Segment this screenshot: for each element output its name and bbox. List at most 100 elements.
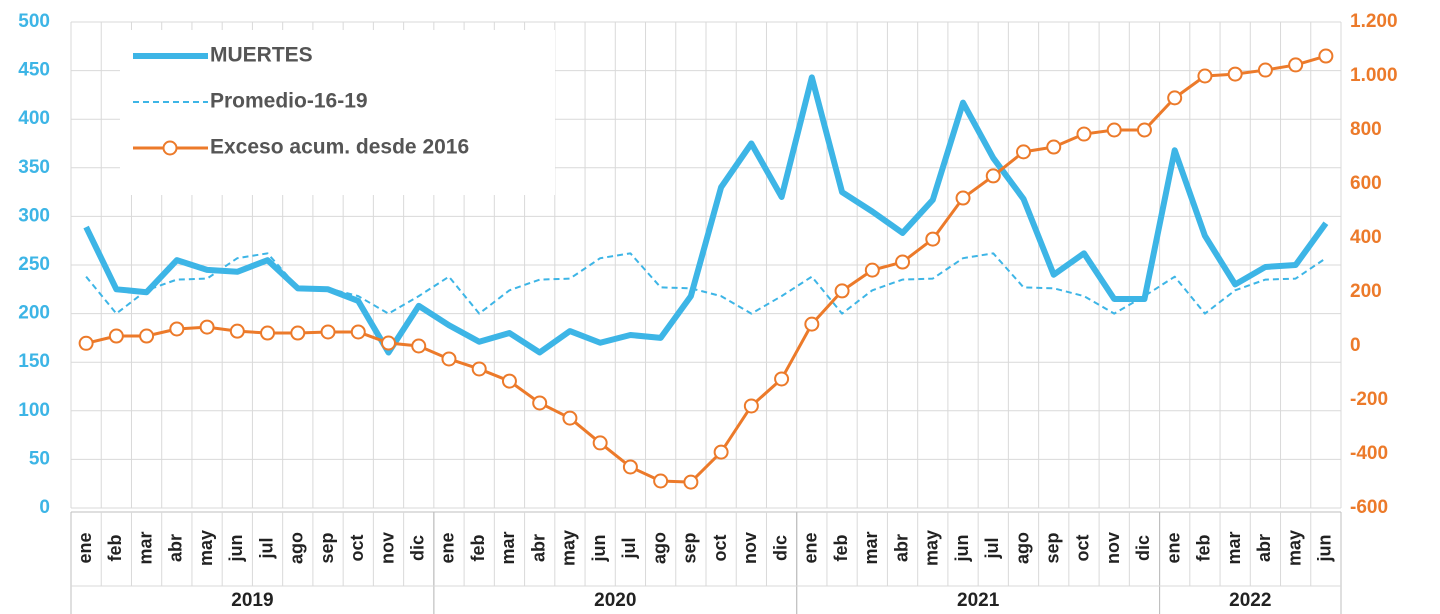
x-tick-label: mar <box>498 531 518 564</box>
data-point <box>622 459 638 475</box>
series-line <box>85 252 1327 315</box>
x-tick-label: feb <box>831 534 851 561</box>
data-point <box>78 335 94 351</box>
data-point <box>199 319 215 335</box>
data-point <box>229 323 245 339</box>
year-label: 2019 <box>231 590 273 611</box>
x-tick-label: jul <box>256 538 276 560</box>
x-tick-label: jun <box>226 535 246 563</box>
data-point <box>139 328 155 344</box>
data-point <box>532 395 548 411</box>
x-tick-label: mar <box>1224 531 1244 564</box>
y2-tick-label: 800 <box>1350 119 1382 140</box>
data-point <box>1046 139 1062 155</box>
x-tick-label: ene <box>75 532 95 563</box>
data-point <box>683 474 699 490</box>
y-tick-label: 400 <box>18 108 50 129</box>
y-tick-label: 100 <box>18 400 50 421</box>
x-tick-label: abr <box>166 534 186 562</box>
x-tick-label: jun <box>952 535 972 563</box>
data-point <box>1167 90 1183 106</box>
data-point <box>834 283 850 299</box>
y-tick-label: 450 <box>18 60 50 81</box>
y2-tick-label: 600 <box>1350 173 1382 194</box>
x-tick-label: jul <box>982 538 1002 560</box>
series-line <box>83 74 1329 356</box>
y-tick-label: 150 <box>18 351 50 372</box>
x-tick-label: feb <box>105 534 125 561</box>
y2-tick-label: -400 <box>1350 443 1388 464</box>
y2-tick-label: 1.200 <box>1350 11 1398 32</box>
legend-label: Exceso acum. desde 2016 <box>210 136 469 159</box>
year-label: 2020 <box>594 590 636 611</box>
x-tick-label: dic <box>770 535 790 561</box>
legend-label: Promedio-16-19 <box>210 90 368 113</box>
x-tick-label: ago <box>1012 532 1032 564</box>
x-tick-label: ene <box>1163 532 1183 563</box>
data-point <box>1076 126 1092 142</box>
x-tick-label: mar <box>861 531 881 564</box>
x-tick-label: may <box>922 530 942 566</box>
x-tick-label: ago <box>649 532 669 564</box>
x-tick-label: oct <box>1073 534 1093 561</box>
y-tick-label: 350 <box>18 157 50 178</box>
y-tick-label: 50 <box>29 448 50 469</box>
data-point <box>804 316 820 332</box>
x-tick-label: dic <box>407 535 427 561</box>
data-point <box>381 335 396 351</box>
legend-label: MUERTES <box>210 44 313 67</box>
x-tick-label: sep <box>680 532 700 563</box>
data-point <box>441 351 457 367</box>
y-tick-label: 200 <box>18 303 50 324</box>
x-tick-label: jun <box>589 535 609 563</box>
x-tick-label: ene <box>438 532 458 563</box>
data-point <box>774 371 790 387</box>
y2-tick-label: 1.000 <box>1350 65 1398 86</box>
data-point <box>320 324 336 340</box>
data-point <box>1288 57 1304 73</box>
data-point <box>743 398 759 414</box>
data-point <box>1318 48 1334 64</box>
x-tick-label: jul <box>619 538 639 560</box>
x-tick-label: nov <box>740 532 760 564</box>
data-point <box>411 338 427 354</box>
legend-marker <box>162 140 178 156</box>
x-tick-label: mar <box>135 531 155 564</box>
y-tick-label: 0 <box>39 497 50 518</box>
x-tick-label: jun <box>1315 535 1335 563</box>
data-point <box>864 262 880 278</box>
y-tick-label: 500 <box>18 11 50 32</box>
x-tick-label: oct <box>347 534 367 561</box>
data-point <box>501 373 517 389</box>
x-tick-label: may <box>196 530 216 566</box>
data-point <box>562 410 578 426</box>
data-point <box>1197 68 1213 84</box>
x-tick-label: oct <box>710 534 730 561</box>
data-point <box>169 321 185 337</box>
data-point <box>925 231 941 247</box>
x-tick-label: abr <box>1254 534 1274 562</box>
data-point <box>1136 122 1152 138</box>
data-point <box>653 473 669 489</box>
x-tick-label: abr <box>528 534 548 562</box>
y2-tick-label: 200 <box>1350 281 1382 302</box>
x-tick-label: feb <box>468 534 488 561</box>
y2-tick-label: -200 <box>1350 389 1388 410</box>
x-tick-label: may <box>559 530 579 566</box>
y2-tick-label: -600 <box>1350 497 1388 518</box>
x-tick-label: sep <box>317 532 337 563</box>
x-tick-label: nov <box>1103 532 1123 564</box>
x-tick-label: nov <box>377 532 397 564</box>
x-tick-label: feb <box>1194 534 1214 561</box>
data-point <box>350 324 366 340</box>
data-point <box>108 328 124 344</box>
x-tick-label: abr <box>891 534 911 562</box>
x-tick-label: dic <box>1133 535 1153 561</box>
x-tick-label: may <box>1284 530 1304 566</box>
data-point <box>1016 144 1031 160</box>
year-label: 2021 <box>957 590 1000 611</box>
x-tick-label: sep <box>1042 532 1062 563</box>
data-point <box>713 444 729 460</box>
data-point <box>290 325 306 341</box>
y2-tick-label: 0 <box>1350 335 1361 356</box>
